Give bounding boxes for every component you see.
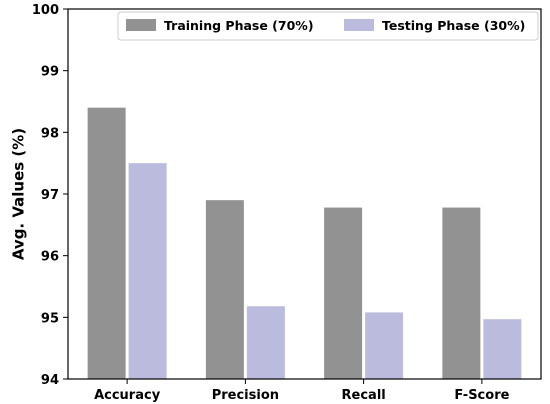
bar-training-accuracy [87,107,126,380]
bar-testing-f-score [483,319,522,379]
y-tick-label: 96 [41,250,59,265]
legend: Training Phase (70%) Testing Phase (30%) [117,11,539,41]
bar-training-recall [324,207,363,379]
bar-training-precision [205,200,244,379]
legend-swatch-testing [344,19,374,31]
legend-label-testing: Testing Phase (30%) [382,18,525,33]
y-tick-label: 97 [41,188,59,203]
bars-group [87,107,522,380]
x-tick-label: Precision [212,388,279,403]
y-axis-label: Avg. Values (%) [10,128,28,260]
bar-training-f-score [442,207,481,379]
bar-testing-accuracy [128,163,167,379]
y-tick-label: 99 [41,65,59,80]
bar-testing-precision [246,306,285,379]
legend-box [117,11,539,41]
x-tick-label: Accuracy [94,388,161,403]
legend-swatch-training [126,19,156,31]
x-tick-label: Recall [342,388,386,403]
bar-testing-recall [365,312,404,379]
axes-group: Accuracy Precision Recall F-Score 94 95 96 97 98… [32,3,542,403]
y-tick-label: 100 [32,3,59,18]
y-tick-label: 98 [41,126,59,141]
x-tick-label: F-Score [454,388,509,403]
legend-label-training: Training Phase (70%) [164,18,314,33]
y-tick-label: 95 [41,311,59,326]
plot-frame [67,8,542,380]
y-tick-label: 94 [41,373,59,388]
